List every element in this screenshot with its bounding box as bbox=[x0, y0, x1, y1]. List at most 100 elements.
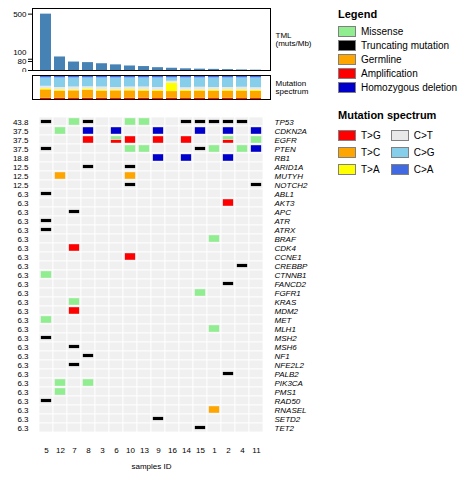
svg-text:12.5: 12.5 bbox=[13, 172, 29, 181]
svg-text:6.3: 6.3 bbox=[17, 343, 29, 352]
svg-text:AKT3: AKT3 bbox=[274, 199, 296, 208]
html-text:Missense: Missense bbox=[361, 26, 404, 37]
svg-text:13: 13 bbox=[140, 446, 149, 455]
svg-text:6.3: 6.3 bbox=[17, 199, 29, 208]
svg-text:RB1: RB1 bbox=[275, 154, 291, 163]
svg-text:ATR: ATR bbox=[274, 217, 291, 226]
svg-text:6.3: 6.3 bbox=[17, 289, 29, 298]
html-text:Truncating mutation: Truncating mutation bbox=[361, 40, 449, 51]
svg-text:NFE2L2: NFE2L2 bbox=[275, 361, 305, 370]
svg-text:CDK4: CDK4 bbox=[275, 244, 297, 253]
svg-text:ABL1: ABL1 bbox=[274, 190, 295, 199]
svg-text:12.5: 12.5 bbox=[13, 163, 29, 172]
svg-text:MUTYH: MUTYH bbox=[275, 172, 304, 181]
svg-text:RNASEL: RNASEL bbox=[275, 406, 307, 415]
svg-text:TML(muts/Mb): TML(muts/Mb) bbox=[276, 31, 312, 48]
svg-text:CTNNB1: CTNNB1 bbox=[275, 271, 307, 280]
svg-text:MSH2: MSH2 bbox=[275, 334, 298, 343]
html-text:Homozygous deletion: Homozygous deletion bbox=[361, 82, 458, 93]
svg-text:6.3: 6.3 bbox=[17, 352, 29, 361]
svg-text:6.3: 6.3 bbox=[17, 325, 29, 334]
svg-text:RAD50: RAD50 bbox=[275, 397, 301, 406]
svg-text:9: 9 bbox=[156, 446, 161, 455]
svg-text:SETD2: SETD2 bbox=[275, 415, 301, 424]
svg-text:PTEN: PTEN bbox=[275, 145, 297, 154]
svg-text:0: 0 bbox=[22, 66, 27, 72]
svg-text:11: 11 bbox=[252, 446, 261, 455]
svg-text:4: 4 bbox=[240, 446, 245, 455]
svg-text:6.3: 6.3 bbox=[17, 235, 29, 244]
svg-text:6.3: 6.3 bbox=[17, 316, 29, 325]
svg-text:43.8: 43.8 bbox=[13, 118, 29, 127]
svg-text:APC: APC bbox=[274, 208, 292, 217]
svg-text:6.3: 6.3 bbox=[17, 424, 29, 433]
svg-text:NF1: NF1 bbox=[275, 352, 290, 361]
svg-text:6.3: 6.3 bbox=[17, 415, 29, 424]
svg-text:15: 15 bbox=[196, 446, 205, 455]
svg-text:37.5: 37.5 bbox=[13, 145, 29, 154]
svg-text:500: 500 bbox=[13, 10, 27, 19]
svg-text:6.3: 6.3 bbox=[17, 280, 29, 289]
svg-text:6.3: 6.3 bbox=[17, 226, 29, 235]
svg-text:10: 10 bbox=[126, 446, 135, 455]
svg-text:MET: MET bbox=[275, 316, 293, 325]
svg-text:6.3: 6.3 bbox=[17, 217, 29, 226]
svg-text:CDKN2A: CDKN2A bbox=[275, 127, 307, 136]
svg-text:6.3: 6.3 bbox=[17, 253, 29, 262]
svg-text:PMS1: PMS1 bbox=[275, 388, 297, 397]
svg-text:6.3: 6.3 bbox=[17, 190, 29, 199]
html-text:Mutation spectrum: Mutation spectrum bbox=[338, 109, 437, 121]
svg-text:14: 14 bbox=[182, 446, 191, 455]
svg-text:8: 8 bbox=[86, 446, 91, 455]
svg-text:samples ID: samples ID bbox=[131, 462, 171, 471]
svg-text:6.3: 6.3 bbox=[17, 307, 29, 316]
svg-text:FGFR1: FGFR1 bbox=[275, 289, 301, 298]
svg-text:6: 6 bbox=[114, 446, 119, 455]
svg-text:TP53: TP53 bbox=[275, 118, 295, 127]
svg-text:FANCD2: FANCD2 bbox=[275, 280, 307, 289]
svg-text:6.3: 6.3 bbox=[17, 370, 29, 379]
svg-text:TET2: TET2 bbox=[275, 424, 295, 433]
svg-text:6.3: 6.3 bbox=[17, 406, 29, 415]
svg-text:ATRX: ATRX bbox=[274, 226, 296, 235]
svg-text:2: 2 bbox=[226, 446, 231, 455]
svg-text:Mutationspectrum: Mutationspectrum bbox=[276, 79, 309, 96]
svg-text:CREBBP: CREBBP bbox=[275, 262, 309, 271]
svg-text:ARID1A: ARID1A bbox=[274, 163, 304, 172]
svg-text:6.3: 6.3 bbox=[17, 271, 29, 280]
svg-text:6.3: 6.3 bbox=[17, 208, 29, 217]
svg-text:6.3: 6.3 bbox=[17, 262, 29, 271]
html-text:Amplification: Amplification bbox=[361, 68, 418, 79]
svg-text:6.3: 6.3 bbox=[17, 397, 29, 406]
svg-text:37.5: 37.5 bbox=[13, 136, 29, 145]
html-text:Legend: Legend bbox=[338, 8, 378, 20]
svg-text:6.3: 6.3 bbox=[17, 388, 29, 397]
svg-text:MLH1: MLH1 bbox=[275, 325, 296, 334]
svg-text:16: 16 bbox=[168, 446, 177, 455]
svg-text:6.3: 6.3 bbox=[17, 334, 29, 343]
svg-text:MSH6: MSH6 bbox=[275, 343, 298, 352]
svg-text:80: 80 bbox=[18, 57, 27, 66]
svg-text:5: 5 bbox=[44, 446, 49, 455]
svg-text:18.8: 18.8 bbox=[13, 154, 29, 163]
svg-text:6.3: 6.3 bbox=[17, 298, 29, 307]
svg-text:PALB2: PALB2 bbox=[275, 370, 300, 379]
svg-text:MDM2: MDM2 bbox=[275, 307, 299, 316]
svg-text:12.5: 12.5 bbox=[13, 181, 29, 190]
svg-text:6.3: 6.3 bbox=[17, 379, 29, 388]
svg-text:PIK3CA: PIK3CA bbox=[275, 379, 303, 388]
svg-text:6.3: 6.3 bbox=[17, 361, 29, 370]
html-text:Germline: Germline bbox=[361, 54, 402, 65]
svg-text:6.3: 6.3 bbox=[17, 244, 29, 253]
svg-text:NOTCH2: NOTCH2 bbox=[275, 181, 308, 190]
svg-text:BRAF: BRAF bbox=[275, 235, 297, 244]
svg-text:1: 1 bbox=[212, 446, 217, 455]
svg-text:100: 100 bbox=[13, 48, 27, 57]
svg-text:7: 7 bbox=[72, 446, 77, 455]
svg-text:37.5: 37.5 bbox=[13, 127, 29, 136]
svg-text:3: 3 bbox=[100, 446, 105, 455]
svg-text:12: 12 bbox=[56, 446, 65, 455]
svg-text:CCNE1: CCNE1 bbox=[275, 253, 302, 262]
svg-text:KRAS: KRAS bbox=[275, 298, 297, 307]
svg-text:EGFR: EGFR bbox=[275, 136, 297, 145]
